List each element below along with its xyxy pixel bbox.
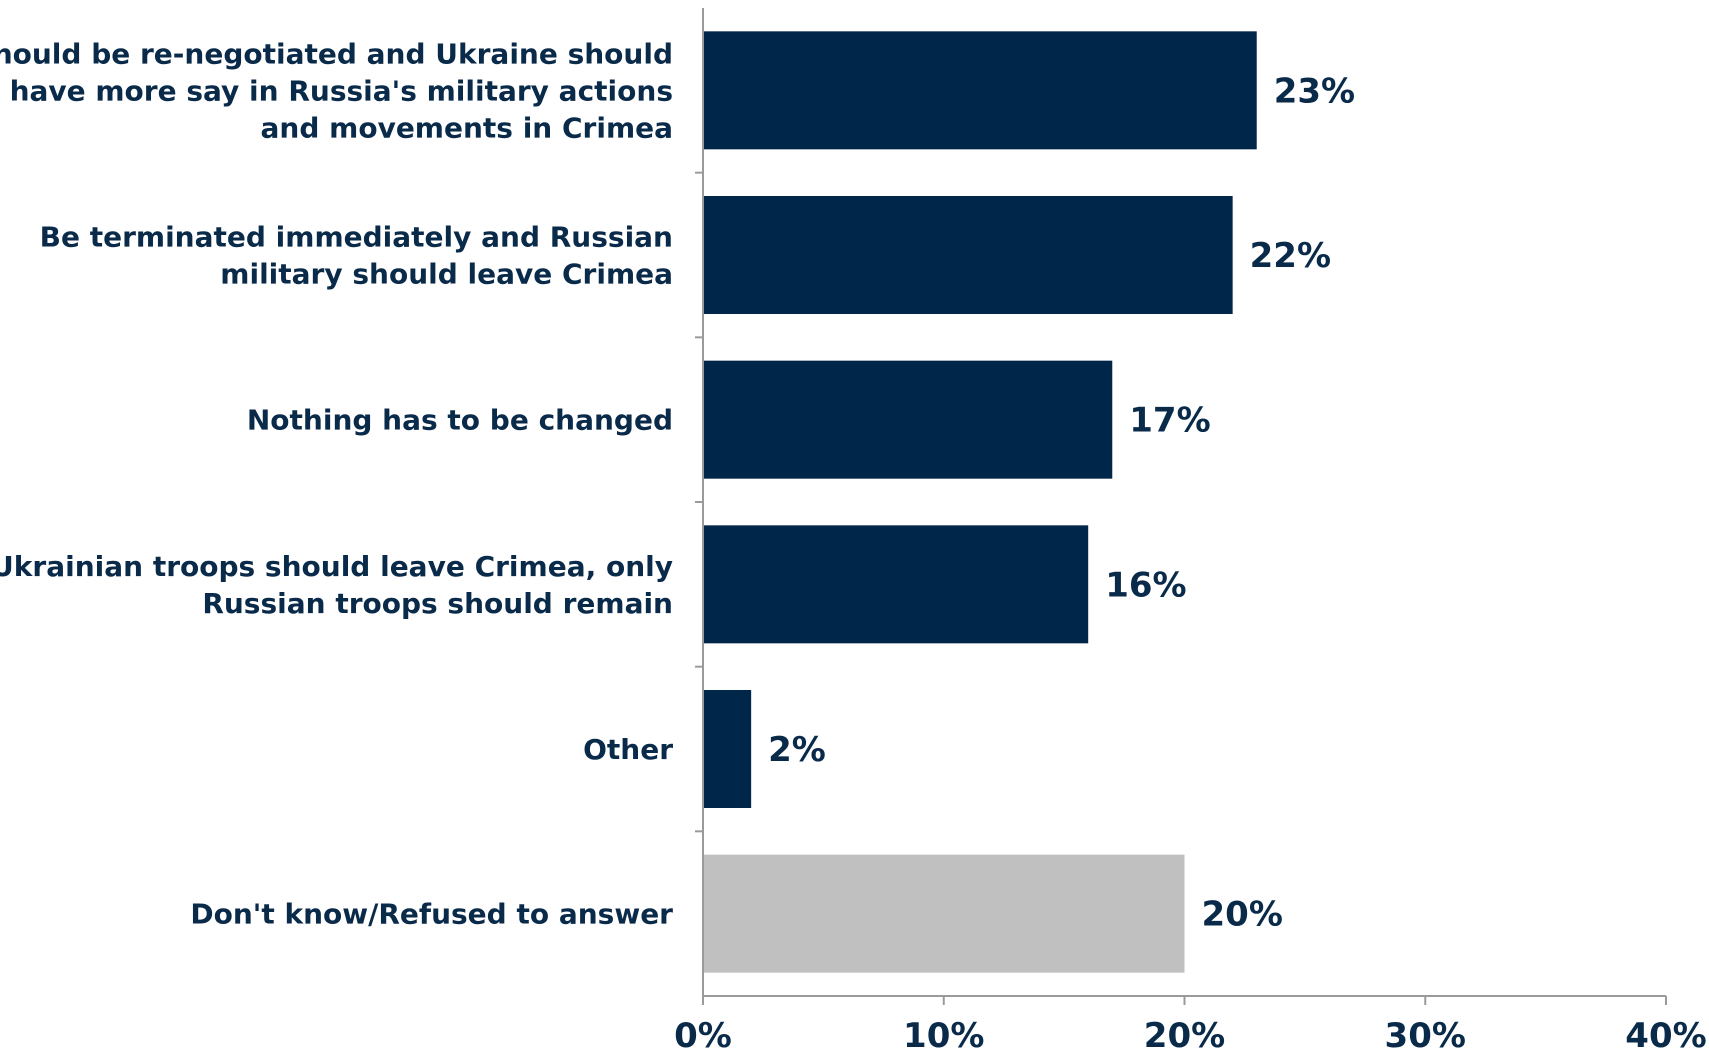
category-label-line: Nothing has to be changed <box>247 404 673 437</box>
bar-5 <box>703 854 1185 973</box>
bar-0 <box>703 31 1257 150</box>
value-label-3: 16% <box>1105 565 1186 605</box>
bar-1 <box>703 196 1233 314</box>
category-label-line: military should leave Crimea <box>220 258 673 291</box>
category-label-line: Russian troops should remain <box>202 587 673 620</box>
x-tick-label-3: 30% <box>1385 1016 1466 1053</box>
category-label-line: Don't know/Refused to answer <box>190 898 673 931</box>
category-label-line: Should be re-negotiated and Ukraine shou… <box>0 37 673 70</box>
category-label-3: Ukrainian troops should leave Crimea, on… <box>0 550 673 620</box>
value-label-5: 20% <box>1202 895 1283 935</box>
category-label-line: and movements in Crimea <box>261 111 673 144</box>
x-tick-label-0: 0% <box>674 1016 732 1053</box>
x-tick-label-1: 10% <box>903 1016 984 1053</box>
x-tick-label-4: 40% <box>1625 1016 1706 1053</box>
category-label-0: Should be re-negotiated and Ukraine shou… <box>0 37 673 144</box>
x-tick-label-2: 20% <box>1144 1016 1225 1053</box>
category-label-line: have more say in Russia's military actio… <box>10 74 673 107</box>
category-label-line: Other <box>583 733 673 766</box>
bar-2 <box>703 360 1113 479</box>
bar-3 <box>703 525 1089 644</box>
category-label-1: Be terminated immediately and Russian mil… <box>40 221 673 291</box>
category-label-line: Be terminated immediately and Russian <box>40 221 673 254</box>
axes <box>695 8 1667 1005</box>
bar-4 <box>703 690 752 808</box>
bars-layer <box>703 31 1257 973</box>
value-label-0: 23% <box>1274 71 1355 111</box>
value-label-2: 17% <box>1129 401 1210 441</box>
category-label-2: Nothing has to be changed <box>247 404 673 437</box>
value-label-4: 2% <box>768 730 826 770</box>
category-label-line: Ukrainian troops should leave Crimea, on… <box>0 550 673 583</box>
value-label-1: 22% <box>1250 236 1331 276</box>
category-label-4: Other <box>583 733 673 766</box>
category-label-5: Don't know/Refused to answer <box>190 898 673 931</box>
labels-layer: 23% Should be re-negotiated and Ukraine s… <box>0 37 1707 1053</box>
